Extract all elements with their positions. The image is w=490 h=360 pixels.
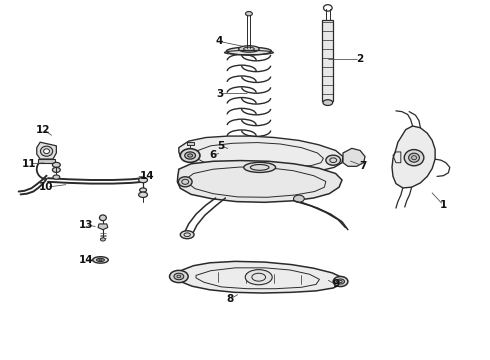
Ellipse shape xyxy=(139,177,147,183)
Text: 13: 13 xyxy=(78,220,93,230)
Polygon shape xyxy=(343,148,365,166)
Polygon shape xyxy=(38,159,55,163)
Ellipse shape xyxy=(326,155,341,165)
Ellipse shape xyxy=(174,273,184,280)
Text: 2: 2 xyxy=(357,54,364,64)
Ellipse shape xyxy=(140,188,147,192)
Ellipse shape xyxy=(40,146,53,156)
Ellipse shape xyxy=(98,259,102,261)
Polygon shape xyxy=(98,224,108,230)
Ellipse shape xyxy=(180,149,200,162)
Text: 7: 7 xyxy=(359,161,367,171)
Ellipse shape xyxy=(99,215,106,221)
Polygon shape xyxy=(176,261,343,293)
Ellipse shape xyxy=(409,153,419,162)
Ellipse shape xyxy=(239,46,259,52)
Ellipse shape xyxy=(337,279,344,284)
Ellipse shape xyxy=(245,270,272,285)
Ellipse shape xyxy=(52,167,60,172)
Polygon shape xyxy=(322,20,333,101)
Text: 6: 6 xyxy=(210,150,217,160)
Ellipse shape xyxy=(139,192,147,197)
Ellipse shape xyxy=(93,257,108,263)
Ellipse shape xyxy=(188,154,193,157)
Ellipse shape xyxy=(52,162,60,167)
Text: 1: 1 xyxy=(440,200,447,210)
Text: 14: 14 xyxy=(78,255,93,265)
Ellipse shape xyxy=(178,177,192,187)
Ellipse shape xyxy=(245,12,252,16)
Text: 11: 11 xyxy=(22,159,37,169)
Text: 9: 9 xyxy=(332,279,339,289)
Polygon shape xyxy=(179,136,343,171)
Text: 10: 10 xyxy=(39,182,54,192)
Ellipse shape xyxy=(97,258,104,261)
Text: 4: 4 xyxy=(216,36,223,46)
Text: 5: 5 xyxy=(217,141,224,151)
Ellipse shape xyxy=(226,47,271,55)
Polygon shape xyxy=(187,142,194,145)
Ellipse shape xyxy=(404,150,424,166)
Ellipse shape xyxy=(227,138,271,145)
Text: 12: 12 xyxy=(36,125,50,135)
Ellipse shape xyxy=(100,238,105,241)
Text: 8: 8 xyxy=(227,294,234,304)
Ellipse shape xyxy=(180,231,194,239)
Polygon shape xyxy=(37,142,56,159)
Ellipse shape xyxy=(244,162,275,172)
Ellipse shape xyxy=(44,149,49,153)
Text: 3: 3 xyxy=(216,89,223,99)
Ellipse shape xyxy=(323,100,333,105)
Polygon shape xyxy=(392,126,435,188)
Ellipse shape xyxy=(53,175,60,179)
Polygon shape xyxy=(177,161,342,202)
Ellipse shape xyxy=(185,152,196,159)
Ellipse shape xyxy=(333,276,348,287)
Ellipse shape xyxy=(294,195,304,202)
Text: 14: 14 xyxy=(140,171,154,181)
Ellipse shape xyxy=(170,270,188,283)
